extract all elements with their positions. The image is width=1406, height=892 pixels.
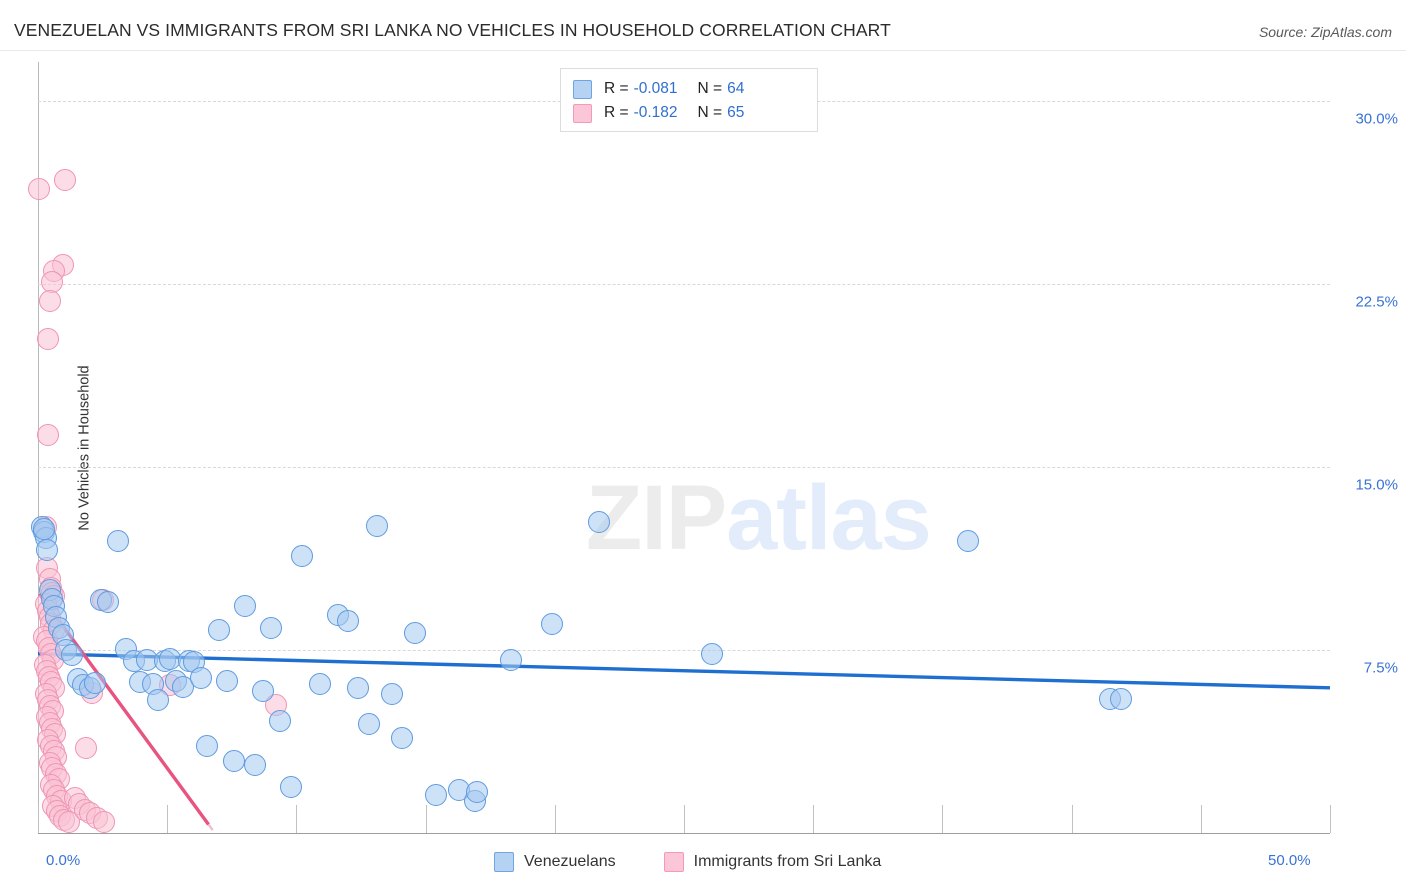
stat-r-label-0: R = (604, 80, 629, 97)
scatter-point (96, 591, 119, 614)
scatter-point (290, 545, 313, 568)
scatter-point (701, 642, 724, 665)
scatter-point (268, 709, 291, 732)
scatter-point (33, 518, 56, 541)
gridline-22.5% (38, 284, 1330, 286)
legend-swatch-venezuelans (494, 852, 514, 872)
zipatlas-watermark: ZIPatlas (586, 466, 932, 571)
stat-row-sri-lanka: R = -0.182 N = 65 (573, 101, 805, 125)
legend-swatch-sri-lanka (663, 852, 684, 872)
x-tick (1071, 805, 1073, 833)
scatter-point (38, 290, 61, 313)
y-axis-title-wrap: No Vehicles in Household (8, 62, 93, 833)
scatter-point (36, 538, 59, 561)
stat-r-value-0: -0.081 (633, 80, 678, 97)
scatter-point (223, 750, 246, 773)
x-tick (38, 805, 39, 833)
scatter-point (365, 514, 388, 537)
legend-label-sri-lanka: Immigrants from Sri Lanka (693, 853, 882, 870)
scatter-point (54, 169, 77, 192)
scatter-point (58, 811, 80, 834)
scatter-point (233, 595, 256, 618)
source-attribution: Source: ZipAtlas.com (1258, 24, 1392, 40)
x-tick (1330, 805, 1331, 833)
y-axis-label: 15.0% (1355, 476, 1398, 494)
y-axis-line (38, 62, 39, 833)
scatter-point (404, 621, 427, 644)
scatter-point (337, 609, 360, 632)
x-tick (942, 805, 944, 833)
stat-swatch-blue (573, 79, 592, 99)
scatter-point (41, 270, 64, 293)
y-axis-label: 7.5% (1363, 659, 1398, 677)
y-axis-label: 22.5% (1355, 293, 1398, 311)
x-tick (554, 805, 556, 833)
scatter-point (74, 736, 97, 759)
scatter-point (92, 811, 115, 834)
stat-r-label-1: R = (604, 104, 629, 121)
gridline-7.5% (38, 650, 1330, 651)
x-tick (813, 805, 815, 833)
x-tick (425, 805, 427, 833)
scatter-point (28, 177, 51, 200)
x-axis-line (38, 833, 1330, 834)
header-divider (0, 50, 1406, 51)
watermark-atlas: atlas (726, 467, 932, 569)
stat-row-venezuelans: R = -0.081 N = 64 (573, 77, 805, 101)
stat-n-label-1: N = (697, 104, 723, 121)
scatter-point (280, 775, 303, 798)
scatter-point (466, 780, 489, 803)
stat-n-value-0: 64 (727, 80, 745, 97)
stat-n-value-1: 65 (727, 104, 745, 121)
correlation-stats-box: R = -0.081 N = 64 R = -0.182 N = 65 (560, 68, 818, 132)
scatter-point (499, 648, 522, 671)
x-tick (684, 805, 685, 833)
scatter-point (347, 676, 370, 699)
x-tick (296, 805, 298, 833)
x-tick (1200, 805, 1202, 833)
stat-n-label-0: N = (697, 80, 723, 97)
stat-swatch-pink (573, 103, 592, 123)
legend-item-venezuelans[interactable]: Venezuelans (494, 852, 616, 872)
scatter-point (147, 689, 170, 712)
scatter-point (259, 617, 282, 640)
scatter-point (357, 713, 380, 736)
scatter-point (541, 613, 564, 636)
scatter-point (381, 682, 403, 705)
stat-r-value-1: -0.182 (633, 104, 678, 121)
legend-label-venezuelans: Venezuelans (524, 853, 616, 870)
scatter-point (215, 669, 238, 692)
scatter-point (60, 643, 83, 666)
scatter-point (587, 510, 610, 533)
scatter-point (37, 424, 60, 447)
y-axis-label: 30.0% (1355, 110, 1398, 128)
legend-item-sri-lanka[interactable]: Immigrants from Sri Lanka (663, 852, 882, 872)
scatter-point (207, 619, 230, 642)
scatter-point (391, 726, 414, 749)
chart-legend: Venezuelans Immigrants from Sri Lanka (494, 852, 919, 872)
scatter-point (37, 327, 60, 350)
scatter-point (244, 753, 267, 776)
gridline-15.0% (38, 467, 1330, 469)
scatter-point (83, 671, 106, 694)
scatter-point (196, 735, 219, 758)
trend-line-sri-lanka-extension (207, 823, 217, 833)
trend-lines (38, 592, 1330, 833)
scatter-point (189, 667, 212, 690)
page-title: VENEZUELAN VS IMMIGRANTS FROM SRI LANKA … (14, 20, 891, 40)
x-axis-label: 50.0% (1268, 852, 1311, 869)
scatter-point (424, 784, 447, 807)
scatter-point (251, 680, 274, 703)
scatter-point (308, 673, 331, 696)
scatter-point (107, 530, 130, 553)
x-tick (167, 805, 169, 833)
plot-area: ZIPatlas (28, 62, 1330, 834)
scatter-point (1109, 687, 1132, 710)
x-axis-label: 0.0% (46, 852, 81, 869)
scatter-point (957, 530, 980, 553)
